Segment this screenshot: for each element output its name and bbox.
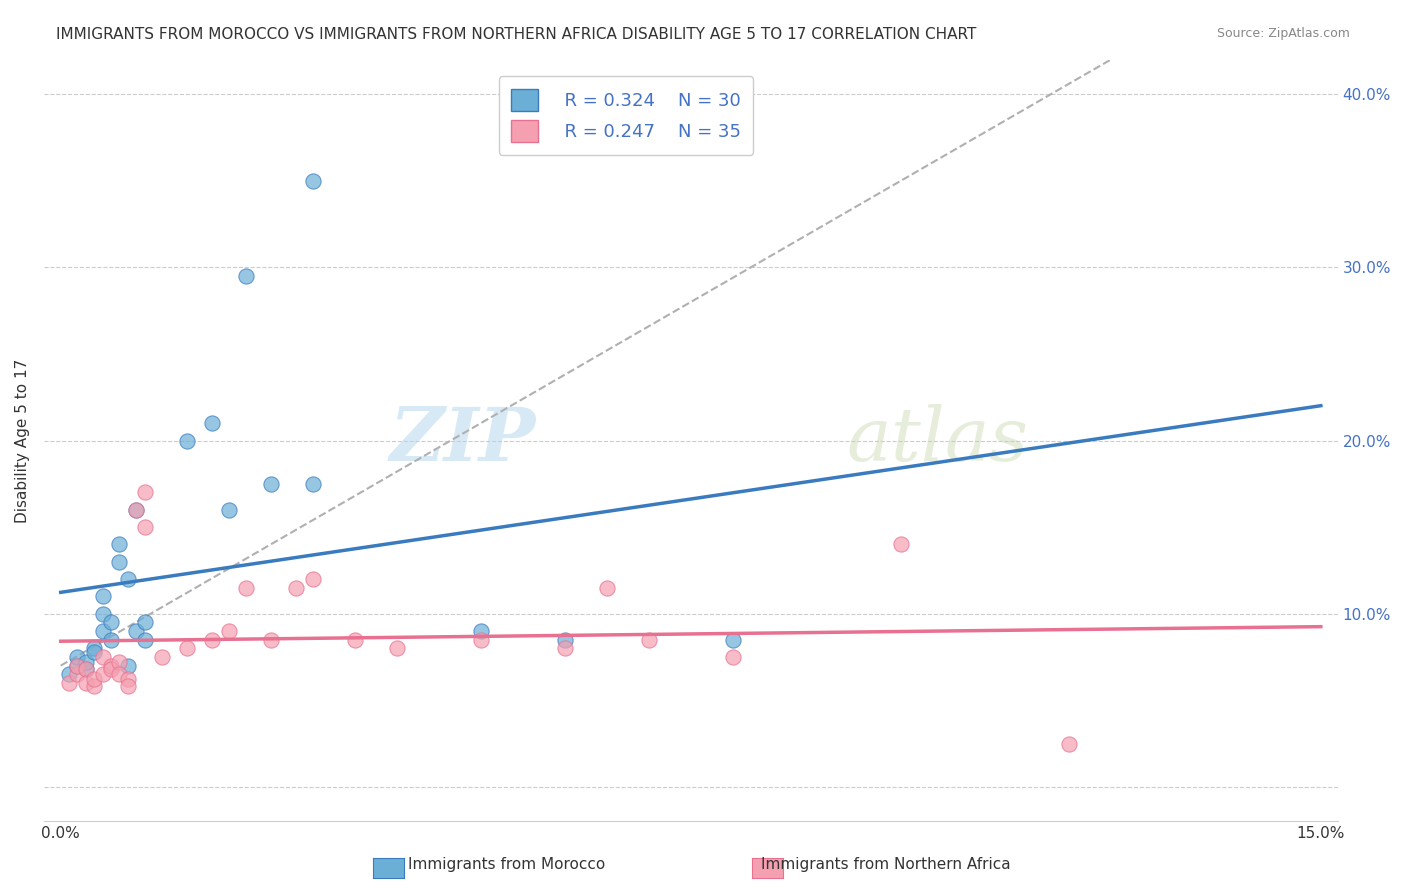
Text: IMMIGRANTS FROM MOROCCO VS IMMIGRANTS FROM NORTHERN AFRICA DISABILITY AGE 5 TO 1: IMMIGRANTS FROM MOROCCO VS IMMIGRANTS FR… [56, 27, 977, 42]
Point [91, 624, 114, 638]
Point [66, 650, 89, 665]
Point [117, 680, 139, 694]
Point [470, 632, 492, 647]
Point [301, 476, 323, 491]
Point [75, 655, 97, 669]
Point [91, 590, 114, 604]
Point [125, 503, 148, 517]
Point [470, 624, 492, 638]
Point [301, 174, 323, 188]
Point [235, 581, 257, 595]
Point [554, 632, 576, 647]
Point [301, 572, 323, 586]
Point [284, 581, 307, 595]
Point [343, 632, 366, 647]
Legend:   R = 0.324    N = 30,   R = 0.247    N = 35: R = 0.324 N = 30, R = 0.247 N = 35 [499, 76, 754, 154]
Point [58, 676, 80, 690]
Point [100, 658, 122, 673]
Point [108, 537, 131, 551]
Point [58, 667, 80, 681]
Point [385, 641, 408, 656]
Y-axis label: Disability Age 5 to 17: Disability Age 5 to 17 [15, 359, 30, 523]
Point [108, 555, 131, 569]
Point [117, 572, 139, 586]
Point [201, 632, 224, 647]
Point [218, 624, 240, 638]
Point [1057, 737, 1080, 751]
Point [100, 632, 122, 647]
Point [91, 650, 114, 665]
Point [117, 673, 139, 687]
Text: Immigrants from Morocco: Immigrants from Morocco [408, 857, 605, 872]
Point [75, 662, 97, 676]
Point [134, 520, 156, 534]
Point [75, 662, 97, 676]
Point [721, 632, 744, 647]
Point [66, 658, 89, 673]
Point [66, 658, 89, 673]
Text: Source: ZipAtlas.com: Source: ZipAtlas.com [1216, 27, 1350, 40]
Point [75, 676, 97, 690]
Point [134, 615, 156, 630]
Point [218, 503, 240, 517]
Point [83, 645, 105, 659]
Point [554, 641, 576, 656]
Point [721, 650, 744, 665]
Point [150, 650, 173, 665]
Point [91, 607, 114, 621]
Point [66, 667, 89, 681]
Point [100, 615, 122, 630]
Point [134, 485, 156, 500]
Point [83, 680, 105, 694]
Point [260, 632, 283, 647]
Point [596, 581, 619, 595]
Text: atlas: atlas [846, 404, 1028, 477]
Point [890, 537, 912, 551]
Point [260, 476, 283, 491]
Text: ZIP: ZIP [389, 404, 536, 477]
Point [176, 641, 198, 656]
Point [134, 632, 156, 647]
Point [100, 662, 122, 676]
Point [637, 632, 659, 647]
Point [108, 655, 131, 669]
Text: Immigrants from Northern Africa: Immigrants from Northern Africa [761, 857, 1011, 872]
Point [176, 434, 198, 448]
Point [108, 667, 131, 681]
Point [83, 673, 105, 687]
Point [201, 416, 224, 430]
Point [235, 268, 257, 283]
Point [125, 624, 148, 638]
Point [117, 658, 139, 673]
Point [83, 641, 105, 656]
Point [125, 503, 148, 517]
Point [91, 667, 114, 681]
